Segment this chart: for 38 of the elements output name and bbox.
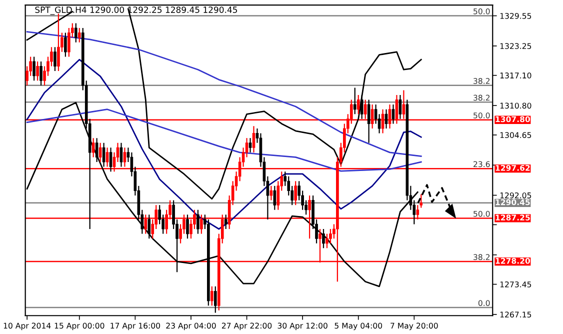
candlestick [356,94,360,115]
candlestick [360,94,364,120]
candlestick [210,286,214,306]
candlestick [120,142,123,168]
candlestick [326,233,328,249]
candlestick [214,286,217,314]
candlestick [224,214,228,230]
candlestick [148,214,151,240]
candlestick [36,60,39,82]
candlestick [95,138,98,163]
line-series [128,8,422,200]
candlestick [270,185,273,201]
candlestick [68,27,70,58]
candlestick [367,99,370,144]
candlestick [109,147,112,172]
candlestick [54,46,56,72]
candlestick [398,94,402,120]
candlestick [248,138,252,153]
candlestick [353,87,356,115]
candlestick [74,22,78,43]
candlestick [273,185,276,210]
candlestick [32,56,36,82]
candlestick [98,142,102,163]
candlestick [78,27,81,43]
candlestick [329,228,332,244]
candlestick [186,214,189,240]
candlestick [40,60,42,86]
candlestick [294,180,298,206]
candlestick [64,32,67,58]
line-series [26,58,422,230]
line-series [26,108,422,172]
candlestick [252,126,256,153]
candlestick [92,138,95,158]
candlestick [57,13,60,72]
candlestick [102,142,106,168]
candlestick [196,209,200,234]
line-series [26,31,422,157]
candlestick [322,228,325,249]
